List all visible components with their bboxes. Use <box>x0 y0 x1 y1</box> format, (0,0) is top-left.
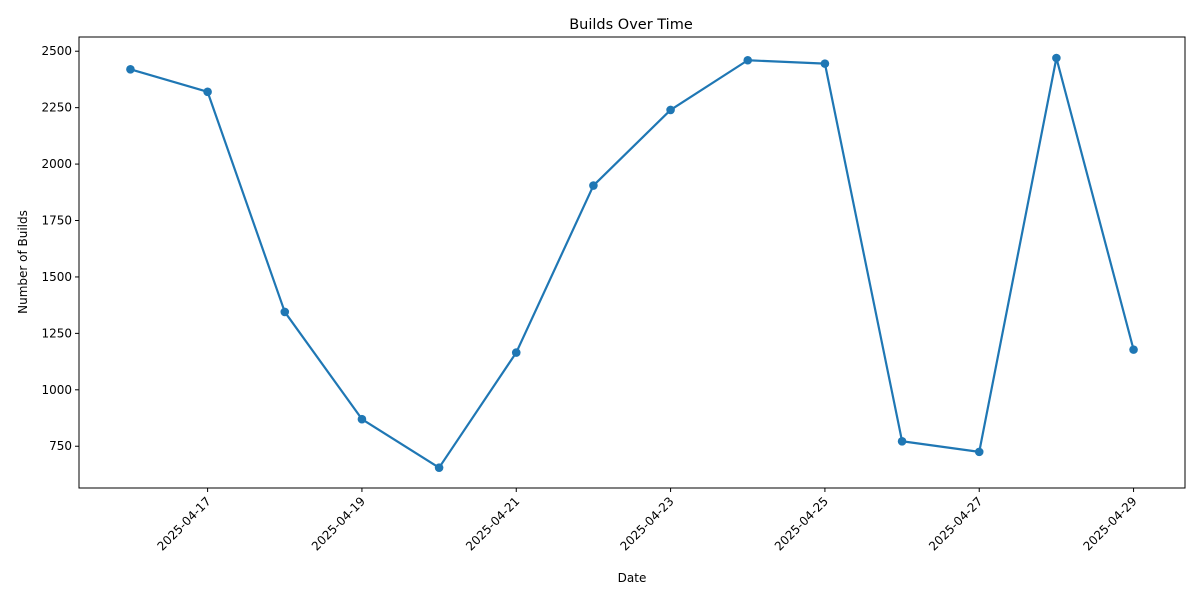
plot-frame <box>78 36 1186 489</box>
data-point <box>974 447 984 457</box>
x-tick-label: 2025-04-17 <box>155 494 214 553</box>
data-point <box>280 307 290 317</box>
x-tick-label: 2025-04-23 <box>617 494 676 553</box>
x-tick-label: 2025-04-19 <box>309 494 368 553</box>
y-tick-label: 750 <box>49 439 72 453</box>
y-tick-label: 1750 <box>41 214 72 228</box>
y-axis: 750 1000 1250 1500 1750 2000 2250 2500 <box>41 44 79 453</box>
data-point <box>666 105 675 115</box>
data-point <box>1129 345 1138 354</box>
y-tick-label: 1000 <box>41 383 72 397</box>
data-point <box>743 55 753 65</box>
y-tick-label: 2000 <box>41 157 72 171</box>
data-point <box>357 414 367 424</box>
data-point <box>511 348 521 357</box>
x-tick-label: 2025-04-25 <box>772 494 831 553</box>
y-tick-label: 2250 <box>41 101 72 115</box>
data-point <box>820 59 830 68</box>
y-axis-label: Number of Builds <box>16 210 30 314</box>
x-tick-label: 2025-04-27 <box>926 494 985 553</box>
data-point <box>434 463 444 472</box>
series-line <box>130 56 1135 469</box>
y-tick-label: 1250 <box>41 326 72 340</box>
chart-title: Builds Over Time <box>569 17 693 33</box>
x-axis: 2025-04-17 2025-04-19 2025-04-21 2025-04-23… <box>155 488 1140 553</box>
data-point <box>203 87 212 97</box>
x-tick-label: 2025-04-21 <box>463 494 522 553</box>
data-point <box>126 64 135 74</box>
y-tick-label: 2500 <box>41 44 72 58</box>
x-tick-label: 2025-04-29 <box>1080 494 1139 553</box>
y-tick-label: 1500 <box>41 270 72 284</box>
plot-area: 750 1000 1250 1500 1750 2000 2250 2500 2025-04-… <box>41 36 1186 553</box>
data-point <box>897 436 907 446</box>
data-point <box>589 181 598 190</box>
data-point <box>1052 53 1061 63</box>
x-axis-label: Date <box>618 571 647 585</box>
series-builds <box>126 53 1138 472</box>
